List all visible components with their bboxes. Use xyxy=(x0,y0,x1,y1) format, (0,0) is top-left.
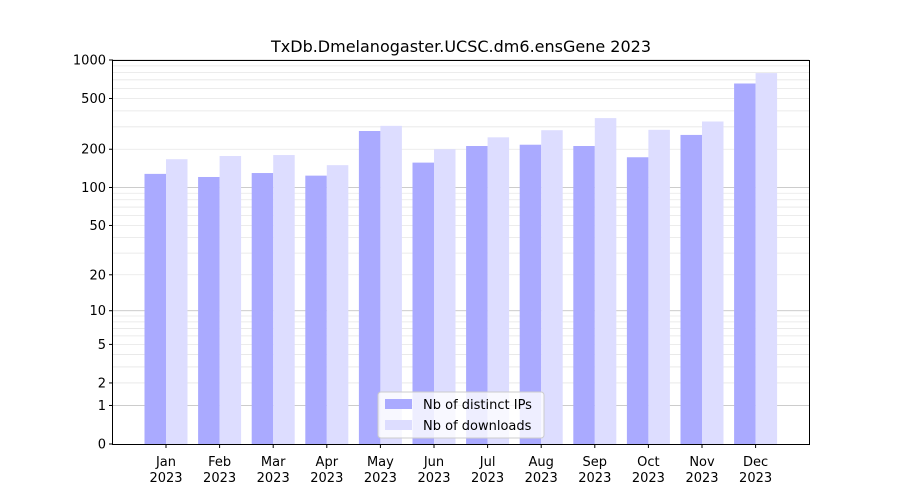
x-tick-label: Jul xyxy=(479,455,496,470)
y-tick-label: 0 xyxy=(98,438,106,453)
y-tick-label: 1 xyxy=(98,399,106,414)
x-tick-label: 2023 xyxy=(364,471,397,486)
x-tick-label: Mar xyxy=(261,455,286,470)
y-tick-label: 1000 xyxy=(73,54,106,69)
y-tick-label: 10 xyxy=(89,304,106,319)
y-tick-label: 20 xyxy=(89,268,106,283)
bar xyxy=(219,155,242,444)
x-tick-label: Dec xyxy=(743,455,768,470)
x-tick-label: Aug xyxy=(529,455,554,470)
y-tick-label: 100 xyxy=(81,181,106,196)
legend-swatch xyxy=(385,399,412,409)
legend-label: Nb of downloads xyxy=(423,419,532,434)
y-tick-label: 500 xyxy=(81,92,106,107)
bar xyxy=(594,118,617,445)
bar xyxy=(487,137,510,444)
legend: Nb of distinct IPs Nb of downloads xyxy=(377,391,545,439)
legend-label: Nb of distinct IPs xyxy=(423,398,532,413)
x-tick-label: 2023 xyxy=(310,471,343,486)
bars xyxy=(144,73,778,445)
x-tick-label: Jan xyxy=(155,455,176,470)
bar xyxy=(251,173,274,444)
x-tick-label: 2023 xyxy=(525,471,558,486)
x-tick-label: 2023 xyxy=(632,471,665,486)
x-tick-label: Sep xyxy=(583,455,608,470)
bar xyxy=(144,173,166,444)
x-tick-label: Jun xyxy=(423,455,444,470)
y-tick-label: 50 xyxy=(89,219,106,234)
bar xyxy=(680,134,702,444)
x-tick-label: Feb xyxy=(208,455,231,470)
x-tick-label: May xyxy=(367,455,394,470)
bar xyxy=(626,157,649,444)
x-tick-label: 2023 xyxy=(257,471,290,486)
chart-title: TxDb.Dmelanogaster.UCSC.dm6.ensGene 2023 xyxy=(270,37,651,56)
bar xyxy=(412,162,434,444)
y-tick-label: 2 xyxy=(98,376,106,391)
y-tick-label: 5 xyxy=(98,338,106,353)
x-tick-label: 2023 xyxy=(417,471,450,486)
bar xyxy=(166,159,188,445)
bar xyxy=(734,83,756,445)
bar xyxy=(755,73,778,444)
bar xyxy=(358,131,381,445)
bar xyxy=(198,176,220,445)
bar xyxy=(541,130,563,444)
x-tick-label: Oct xyxy=(637,455,659,470)
x-tick-label: 2023 xyxy=(471,471,504,486)
x-tick-label: 2023 xyxy=(149,471,182,486)
bar xyxy=(326,165,349,445)
bar xyxy=(380,125,402,444)
bar xyxy=(573,146,595,444)
legend-swatch xyxy=(385,420,412,430)
legend-box xyxy=(377,391,545,439)
x-tick-label: 2023 xyxy=(685,471,718,486)
x-axis: Jan2023Feb2023Mar2023Apr2023May2023Jun20… xyxy=(149,444,772,486)
bar xyxy=(434,149,456,444)
bar xyxy=(702,121,724,445)
plot-frame xyxy=(112,60,810,445)
x-tick-label: Apr xyxy=(316,455,339,470)
bar xyxy=(305,175,327,445)
y-tick-label: 200 xyxy=(81,143,106,158)
x-tick-label: Nov xyxy=(689,455,715,470)
x-tick-label: 2023 xyxy=(578,471,611,486)
bar xyxy=(466,146,488,444)
x-tick-label: 2023 xyxy=(203,471,236,486)
y-axis: 0 1 2 5 10 20 50 100 200 500 1000 xyxy=(73,54,113,453)
x-tick-label: 2023 xyxy=(739,471,772,486)
bar xyxy=(273,155,295,444)
bar xyxy=(648,129,670,444)
bar xyxy=(519,144,542,444)
